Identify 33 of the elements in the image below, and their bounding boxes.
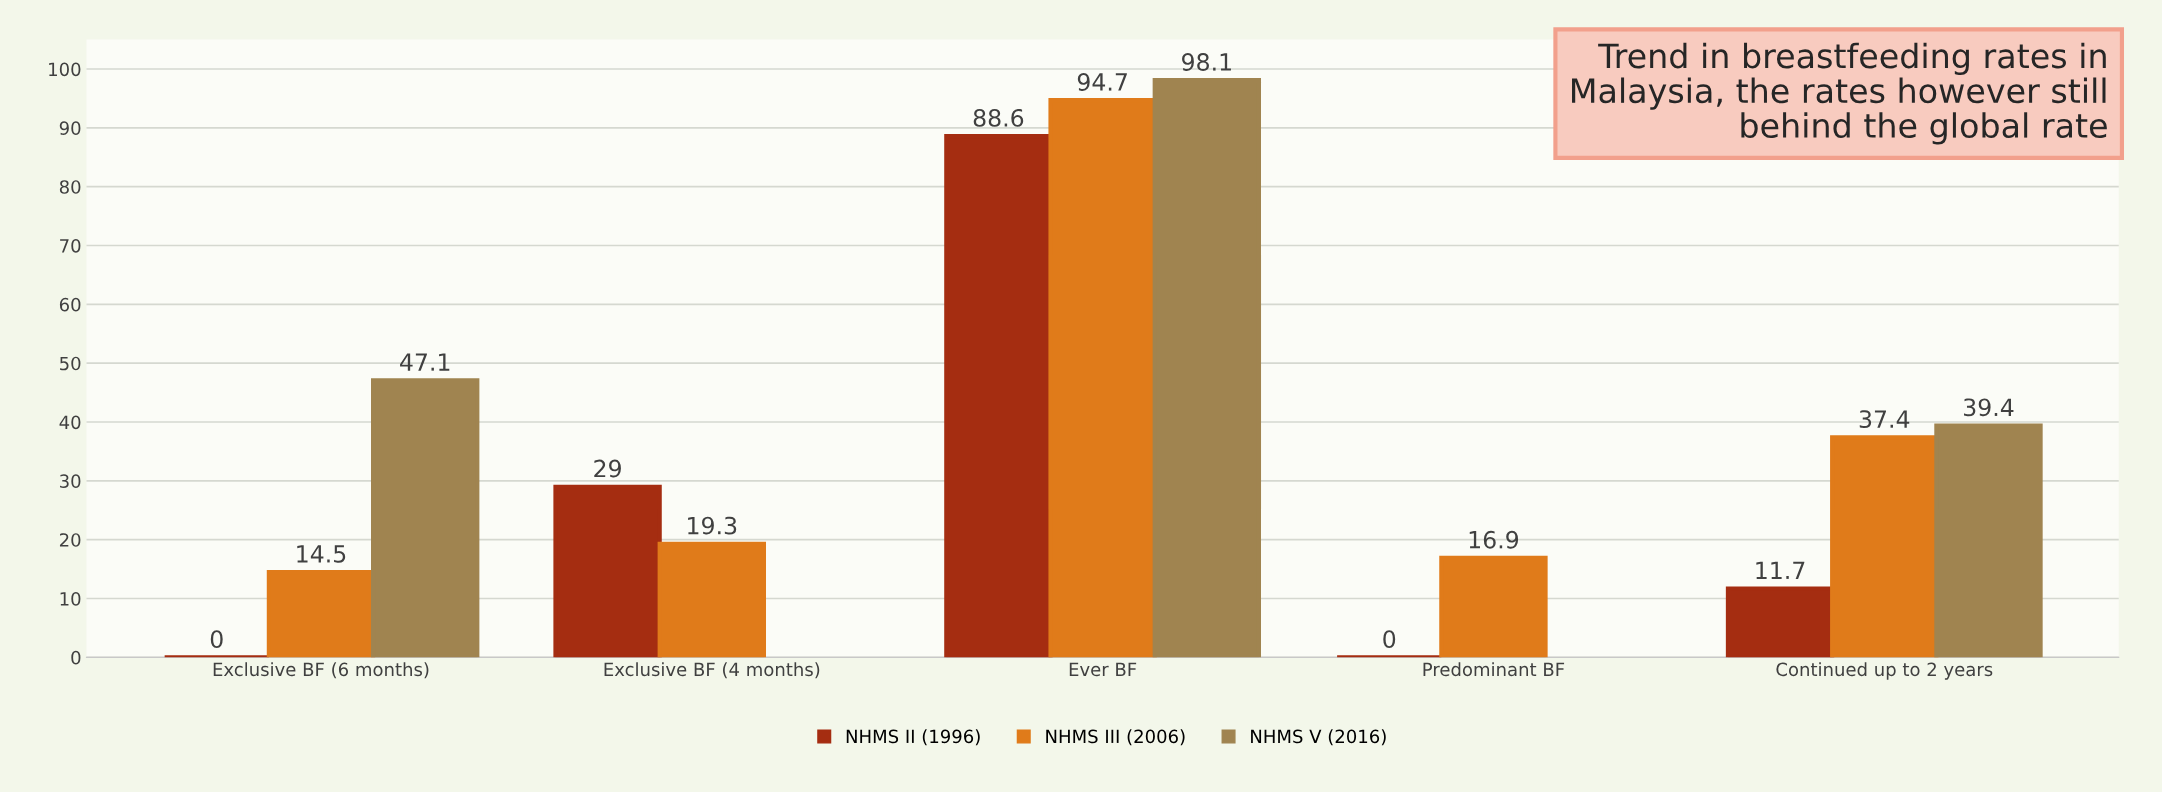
y-tick-label: 40 [59,415,81,430]
data-label: 0 [1383,630,1396,649]
y-tick-label: 0 [71,650,81,665]
data-label: 29 [594,459,621,478]
data-label: 39.4 [1964,398,2014,417]
legend-label: NHMS II (1996) [846,729,980,746]
legend-label: NHMS V (2016) [1251,729,1386,746]
annotation: Trend in breastfeeding rates in Malaysia, the rates however still behind the global rate [1572,42,2107,145]
x-tick-label: Predominant BF [1423,662,1565,677]
y-tick-label: 10 [60,591,81,606]
data-label: 37.4 [1859,410,1910,429]
data-label: 88.6 [973,108,1024,127]
data-label: 98.1 [1182,53,1231,71]
data-label: 14.5 [297,545,346,563]
y-tick-label: 80 [59,180,81,194]
x-tick-label: Exclusive BF (4 months) [604,662,820,679]
x-tick-label: Ever BF [1069,662,1137,677]
y-tick-label: 30 [60,474,81,488]
data-label: 11.7 [1756,561,1805,579]
data-label: 47.1 [400,353,450,371]
data-label: 16.9 [1469,530,1519,549]
y-tick-label: 70 [60,238,81,253]
y-tick-label: 100 [49,62,81,77]
y-tick-label: 60 [59,297,81,312]
data-label: 94.7 [1077,73,1127,91]
legend-label: NHMS III (2006) [1046,729,1185,746]
y-tick-label: 90 [59,121,81,135]
x-tick-label: Exclusive BF (6 months) [213,662,429,679]
data-label: 19.3 [688,516,737,535]
y-tick-label: 20 [59,533,81,547]
x-tick-label: Continued up to 2 years [1776,662,1993,680]
y-tick-label: 50 [60,356,81,371]
data-label: 0 [210,630,223,649]
